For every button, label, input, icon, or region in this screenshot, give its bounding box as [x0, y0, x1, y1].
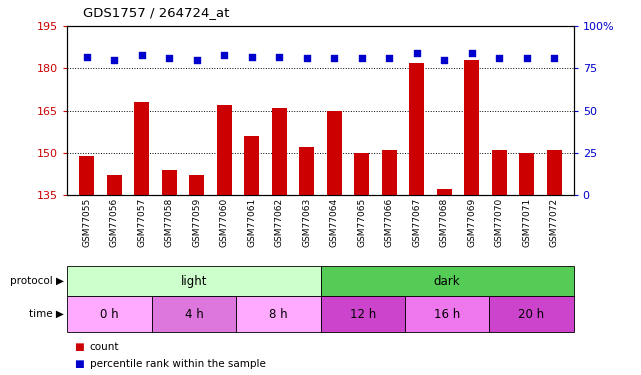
Bar [320, 296, 405, 332]
Point [137, 52, 147, 58]
Bar [320, 266, 574, 296]
Bar [382, 150, 397, 195]
Text: ■: ■ [74, 359, 83, 369]
Bar [236, 296, 320, 332]
Bar [547, 150, 562, 195]
Point [494, 56, 504, 62]
Bar [409, 63, 424, 195]
Bar [489, 296, 574, 332]
Bar [327, 111, 342, 195]
Text: count: count [90, 342, 119, 352]
Point [439, 57, 449, 63]
Text: 16 h: 16 h [434, 308, 460, 321]
Bar [67, 266, 320, 296]
Bar [354, 153, 369, 195]
Point [549, 56, 560, 62]
Text: dark: dark [434, 275, 460, 288]
Bar [492, 150, 507, 195]
Text: ■: ■ [74, 342, 83, 352]
Point [164, 56, 174, 62]
Bar [106, 176, 122, 195]
Bar [519, 153, 535, 195]
Text: 8 h: 8 h [269, 308, 288, 321]
Point [247, 54, 257, 60]
Point [329, 56, 339, 62]
Bar [464, 60, 479, 195]
Point [302, 56, 312, 62]
Bar [272, 108, 287, 195]
Point [467, 50, 477, 56]
Bar [299, 147, 314, 195]
Text: protocol ▶: protocol ▶ [10, 276, 64, 286]
Point [412, 50, 422, 56]
Point [356, 56, 367, 62]
Bar [79, 156, 94, 195]
Point [522, 56, 532, 62]
Text: 12 h: 12 h [349, 308, 376, 321]
Text: 20 h: 20 h [519, 308, 545, 321]
Point [274, 54, 285, 60]
Bar [152, 296, 236, 332]
Text: percentile rank within the sample: percentile rank within the sample [90, 359, 265, 369]
Text: light: light [181, 275, 207, 288]
Bar [189, 176, 204, 195]
Bar [217, 105, 232, 195]
Bar [244, 136, 259, 195]
Point [109, 57, 119, 63]
Text: 4 h: 4 h [185, 308, 203, 321]
Text: GDS1757 / 264724_at: GDS1757 / 264724_at [83, 6, 229, 19]
Text: time ▶: time ▶ [29, 309, 64, 319]
Point [81, 54, 92, 60]
Bar [67, 296, 152, 332]
Bar [437, 189, 452, 195]
Point [219, 52, 229, 58]
Text: 0 h: 0 h [100, 308, 119, 321]
Bar [162, 170, 177, 195]
Point [192, 57, 202, 63]
Bar [405, 296, 489, 332]
Bar [134, 102, 149, 195]
Point [384, 56, 394, 62]
